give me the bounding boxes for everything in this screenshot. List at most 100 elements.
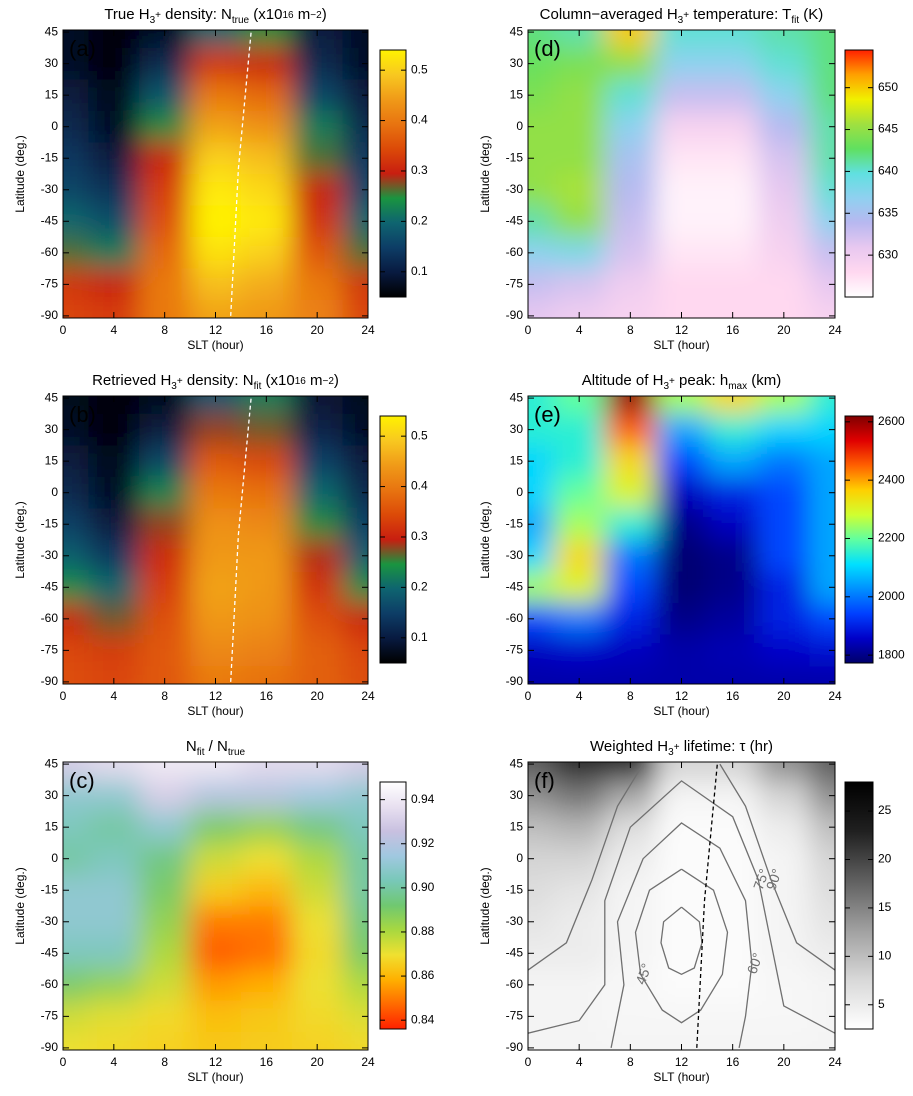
heatmap-cell [190,1000,242,1033]
heatmap-cell [190,842,242,875]
heatmap-cell [707,445,759,478]
field-cells [63,762,368,1050]
heatmap-cell [707,1000,759,1033]
heatmap-cell [553,666,606,684]
heatmap-cell [190,571,242,604]
heatmap-cell [240,237,293,270]
heatmap-cell [240,396,293,415]
heatmap-cell [604,666,657,684]
heatmap-cell [139,268,191,301]
y-tick-label: -15 [41,882,59,896]
y-tick-label: 45 [510,756,524,770]
heatmap-cell [758,508,810,541]
heatmap-cell [553,762,606,781]
y-tick-label: 30 [510,788,524,802]
heatmap-cell [88,1032,140,1050]
heatmap-cell [604,445,657,478]
x-tick-label: 16 [726,1055,740,1069]
heatmap-cell [190,445,242,478]
heatmap-cell [707,1032,759,1050]
title-part: + [683,10,689,21]
y-tick-label: 30 [510,56,524,70]
colorbar-tick-label: 2200 [878,531,905,545]
heatmap-cell [655,396,708,415]
heatmap-cell [758,969,810,1002]
heatmap-cell [342,300,368,318]
title-part: Retrieved H [92,372,171,389]
contour-label: 90° [763,867,785,892]
y-tick-label: -75 [506,1009,524,1023]
heatmap-cell [240,906,293,939]
heatmap-cell [291,762,344,781]
x-axis-label: SLT (hour) [653,1070,709,1084]
colorbar-tick-label: 0.3 [411,529,428,543]
x-tick-label: 24 [828,689,842,703]
heatmap-cell [655,174,708,207]
title-part: 3 [678,15,684,26]
heatmap-cell [63,762,89,781]
y-tick-label: 30 [45,56,59,70]
heatmap-cell [758,634,810,667]
heatmap-cell [553,1032,606,1050]
heatmap-cell [88,237,140,270]
heatmap-cell [758,142,810,175]
y-tick-label: -30 [506,548,524,562]
heatmap-cell [291,30,344,49]
x-tick-label: 4 [576,689,583,703]
heatmap-cell [190,47,242,80]
title-part: −2 [310,10,322,21]
heatmap-cell [139,762,191,781]
heatmap-cell [655,540,708,573]
y-tick-label: -60 [41,977,59,991]
x-axis-label: SLT (hour) [653,704,709,718]
heatmap-cell [240,874,293,907]
heatmap-cell [240,205,293,238]
heatmap-cell [88,634,140,667]
y-tick-label: 45 [510,390,524,404]
heatmap-cell [553,47,606,80]
title-part: True H [104,6,149,23]
field [528,396,835,684]
colorbar [844,415,874,664]
y-tick-label: 15 [45,453,59,467]
heatmap-cell [528,762,555,781]
x-axis-label: SLT (hour) [187,1070,243,1084]
x-tick-label: 20 [777,689,791,703]
contour-line [610,822,753,1049]
y-tick-label: -75 [41,643,59,657]
heatmap-cell [139,413,191,446]
contour-label: 45° [632,961,654,986]
heatmap-cell [604,30,657,49]
heatmap-cell [553,779,606,812]
heatmap-cell [342,396,368,415]
heatmap-cell [240,300,293,318]
heatmap-cell [528,1032,555,1050]
heatmap-cell [139,874,191,907]
title-part: 3 [663,381,669,392]
colorbar-tick-label: 0.88 [411,924,435,938]
heatmap-cell [758,237,810,270]
y-tick-label: 0 [516,851,523,865]
heatmap-cell [88,396,140,415]
title-part: (x10 [261,372,294,389]
heatmap-cell [240,1000,293,1033]
title-part: 3 [171,381,177,392]
heatmap-cell [758,110,810,143]
heatmap-cell [240,937,293,970]
x-tick-label: 4 [110,1055,117,1069]
heatmap-cell [190,634,242,667]
title-part: N [186,738,197,755]
x-tick-label: 8 [627,1055,634,1069]
heatmap-cell [707,762,759,781]
x-tick-label: 4 [110,323,117,337]
heatmap-cell [809,300,835,318]
title-part: density: N [183,372,254,389]
colorbar [379,781,407,1030]
heatmap-cell [553,268,606,301]
heatmap-cell [604,540,657,573]
heatmap-cell [604,110,657,143]
heatmap-cell [553,237,606,270]
colorbar-tick-label: 0.1 [411,264,428,278]
colorbar [379,49,407,298]
heatmap-cell [655,110,708,143]
